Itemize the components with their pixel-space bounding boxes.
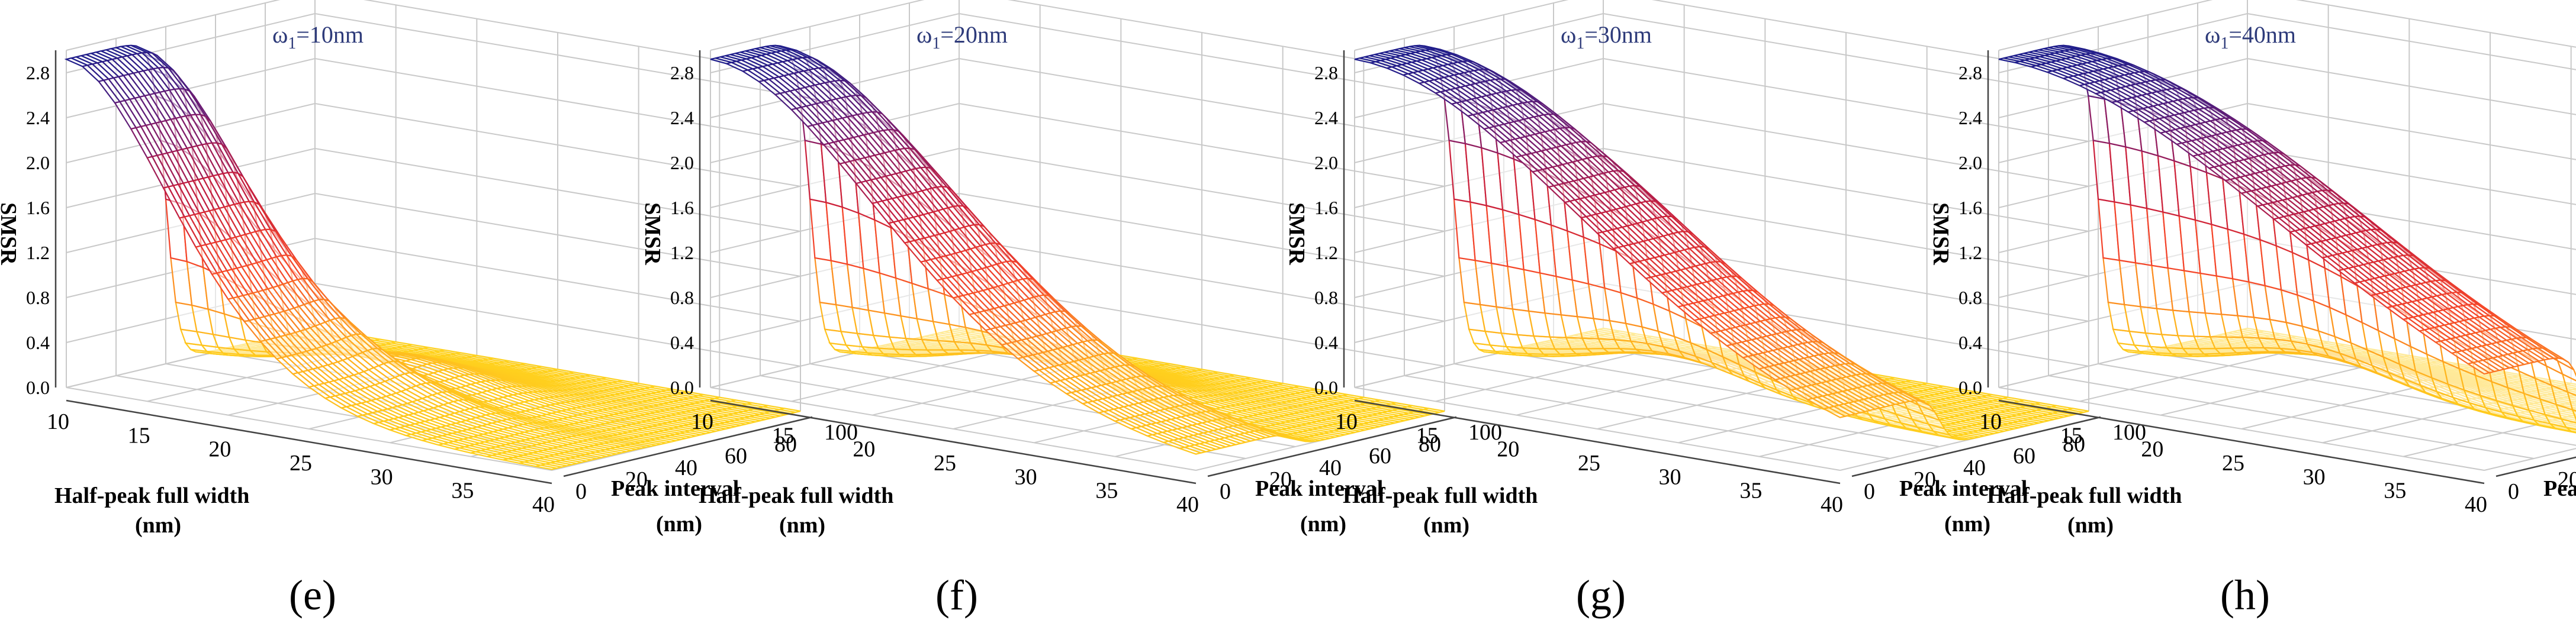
- z-tick-label: 0.8: [670, 287, 694, 308]
- floor-gridline: [710, 387, 1197, 471]
- x-axis-label-unit: (nm): [135, 513, 181, 538]
- x-tick-label: 25: [934, 451, 956, 476]
- z-tick-label: 0.4: [670, 332, 694, 353]
- z-tick-label: 1.2: [1314, 242, 1338, 263]
- x-tick-label: 35: [1739, 479, 1762, 503]
- x-tick-label: 40: [1821, 492, 1843, 517]
- x-tick-label: 40: [1176, 492, 1199, 517]
- x-tick-label: 10: [1335, 409, 1358, 434]
- y-tick-label: 0: [575, 479, 587, 504]
- x-tick-label: 30: [1659, 464, 1681, 489]
- x-tick-label: 35: [451, 479, 474, 503]
- y-tick-label: 40: [675, 456, 697, 480]
- z-tick-label: 0.4: [26, 332, 50, 353]
- y-tick-label: 80: [774, 432, 797, 457]
- z-tick-label: 2.8: [670, 62, 694, 83]
- floor-gridline: [760, 375, 1246, 459]
- x-axis-label-unit: (nm): [1423, 513, 1469, 538]
- panel-title: ω1=20nm: [916, 21, 1008, 53]
- z-tick-label: 2.4: [26, 107, 50, 128]
- y-tick-label: 20: [625, 467, 648, 492]
- panel-letter: (f): [935, 571, 978, 619]
- smsr-surface: [710, 44, 1445, 455]
- x-tick-label: 10: [47, 409, 69, 434]
- smsr-surface: [64, 44, 801, 470]
- x-tick-label: 25: [1578, 451, 1600, 476]
- z-tick-label: 2.4: [1314, 107, 1338, 128]
- z-tick-label: 2.0: [26, 152, 50, 173]
- y-tick-label: 60: [2013, 444, 2035, 469]
- z-tick-label: 2.0: [1314, 152, 1338, 173]
- z-tick-label: 0.0: [670, 377, 694, 398]
- surface-cell: [535, 464, 557, 470]
- z-tick-label: 2.0: [670, 152, 694, 173]
- x-axis: [66, 399, 552, 485]
- chart-panel-h: 101520253035400204060801000.00.40.81.21.…: [1928, 0, 2576, 619]
- y-axis-label: Peak interval: [611, 476, 739, 501]
- y-tick-label: 60: [1369, 444, 1391, 469]
- x-tick-label: 15: [1416, 423, 1439, 448]
- z-axis-label: SMSR: [0, 202, 21, 265]
- x-tick-label: 30: [1015, 464, 1037, 489]
- y-tick-label: 0: [1220, 479, 1231, 504]
- panel-letter: (g): [1576, 571, 1626, 619]
- panel-letter: (e): [289, 571, 336, 619]
- y-axis-label-unit: (nm): [1300, 512, 1346, 537]
- x-axis-label: Half-peak full width: [54, 483, 249, 508]
- z-tick-label: 1.2: [670, 242, 694, 263]
- x-tick-label: 20: [1497, 437, 1519, 462]
- y-axis: [563, 416, 813, 477]
- z-axis-label: SMSR: [640, 202, 665, 265]
- z-tick-label: 0.8: [26, 287, 50, 308]
- smsr-surface: [1998, 44, 2576, 434]
- floor-gridline: [66, 387, 552, 471]
- x-tick-label: 10: [691, 409, 713, 434]
- x-tick-label: 40: [532, 492, 555, 517]
- x-tick-label: 15: [772, 423, 795, 448]
- y-axis-label-unit: (nm): [656, 512, 702, 537]
- y-axis-label-unit: (nm): [1944, 512, 1990, 537]
- z-tick-label: 1.6: [26, 197, 50, 218]
- x-tick-label: 25: [290, 451, 312, 476]
- panel-title: ω1=10nm: [272, 21, 364, 53]
- z-tick-label: 0.4: [1314, 332, 1338, 353]
- z-axis-label: SMSR: [1284, 202, 1309, 265]
- x-axis-label: Half-peak full width: [699, 483, 893, 508]
- z-tick-label: 1.6: [1314, 197, 1338, 218]
- x-tick-label: 20: [853, 437, 875, 462]
- z-tick-label: 0.0: [26, 377, 50, 398]
- x-axis-label: Half-peak full width: [1343, 483, 1538, 508]
- box-edge: [2295, 0, 2576, 48]
- z-tick-label: 1.6: [670, 197, 694, 218]
- x-axis-label-unit: (nm): [779, 513, 825, 538]
- x-tick-label: 35: [1095, 479, 1118, 503]
- x-tick-label: 20: [208, 437, 231, 462]
- z-tick-label: 1.2: [26, 242, 50, 263]
- y-tick-label: 0: [1864, 479, 1875, 504]
- box-edge: [66, 0, 281, 51]
- z-tick-label: 2.8: [1314, 62, 1338, 83]
- y-tick-label: 60: [725, 444, 747, 469]
- z-tick-label: 0.0: [1314, 377, 1338, 398]
- z-tick-label: 0.8: [1314, 287, 1338, 308]
- box-edge: [710, 0, 925, 51]
- panel-title: ω1=30nm: [1561, 21, 1652, 53]
- z-tick-label: 2.8: [26, 62, 50, 83]
- x-tick-label: 15: [128, 423, 150, 448]
- x-tick-label: 30: [371, 464, 393, 489]
- z-tick-label: 2.4: [670, 107, 694, 128]
